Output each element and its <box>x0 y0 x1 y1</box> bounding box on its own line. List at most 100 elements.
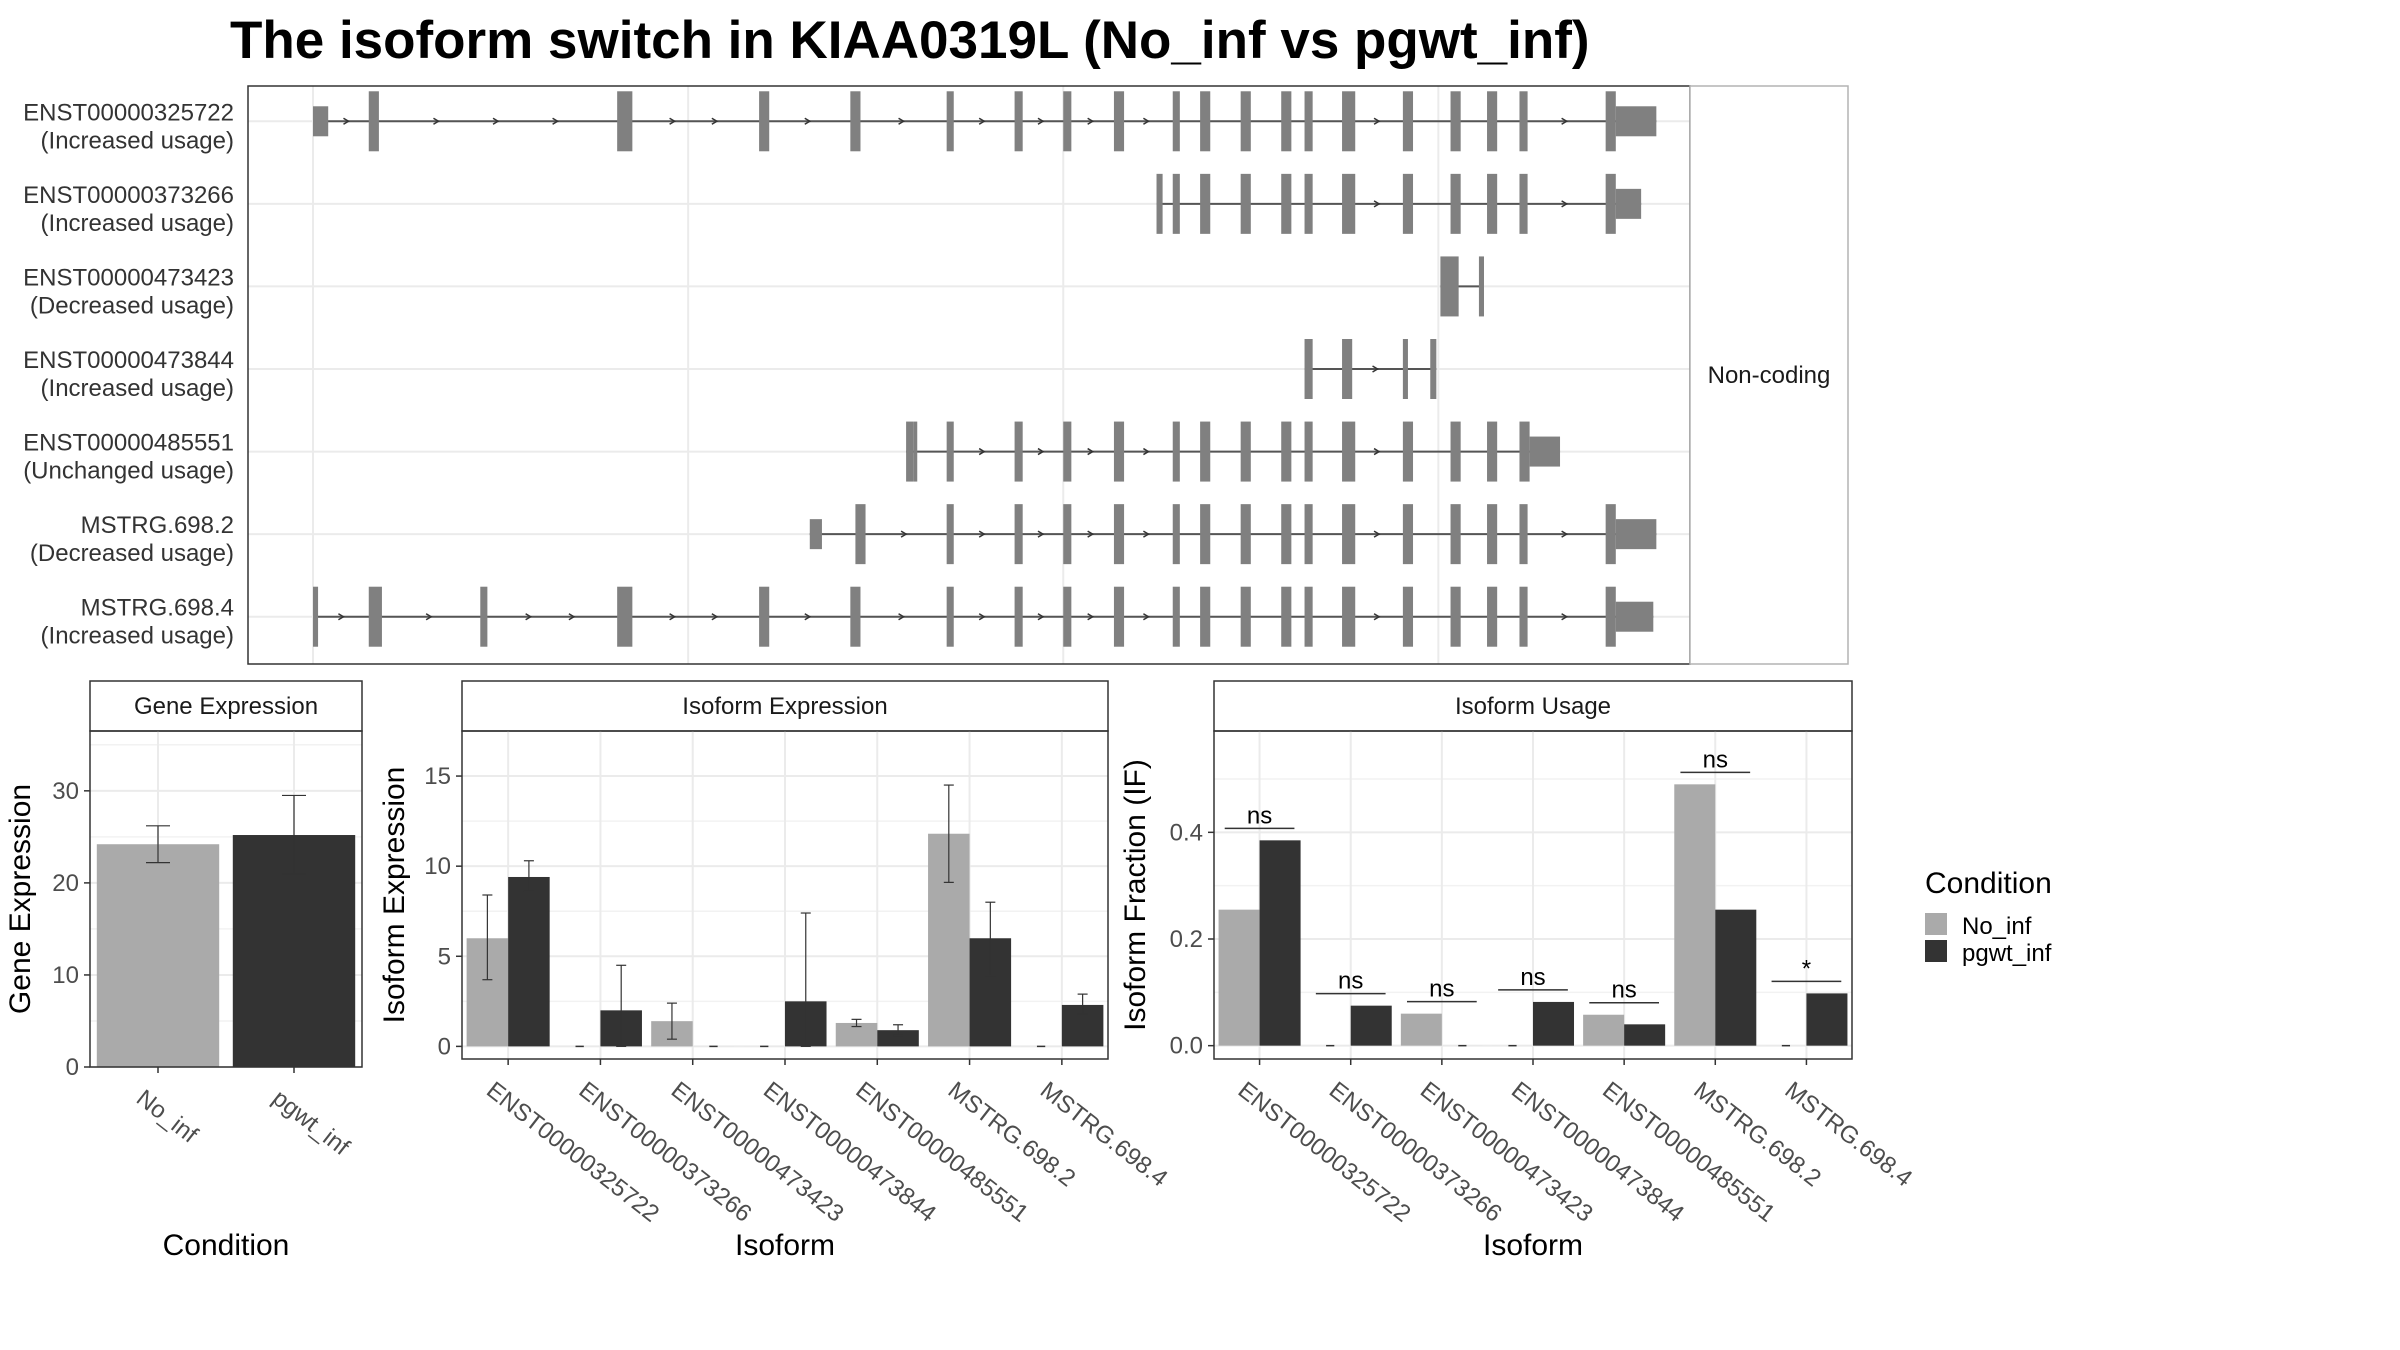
exon-block <box>1342 339 1353 399</box>
exon-block <box>1113 421 1125 482</box>
strand-arrow <box>492 117 500 125</box>
exon-block <box>1487 421 1498 482</box>
x-axis-title: Isoform <box>735 1229 835 1262</box>
exon-block <box>1615 188 1642 219</box>
significance-label: ns <box>1611 977 1636 1004</box>
y-tick-label: 0.2 <box>1170 926 1203 953</box>
exon-block <box>1063 586 1072 647</box>
exon-block <box>1200 173 1211 234</box>
strand-arrow <box>1373 117 1381 125</box>
transcript-usage-label: (Increased usage) <box>41 623 234 650</box>
panel-strip <box>461 680 1109 732</box>
strand-arrow <box>433 117 440 125</box>
exon-block <box>1281 586 1292 647</box>
exon-block <box>1014 586 1023 647</box>
exon-block <box>759 586 770 647</box>
transcript-usage-label: (Increased usage) <box>41 210 234 237</box>
exon-block <box>1281 421 1292 482</box>
strand-arrow <box>1561 200 1569 208</box>
significance-label: * <box>1802 955 1811 982</box>
strand-arrow <box>804 613 812 621</box>
transcript-tracks <box>313 91 1657 647</box>
bar <box>1715 909 1757 1046</box>
exon-block <box>1487 504 1498 565</box>
exon-block <box>1605 586 1616 647</box>
exon-block <box>1519 91 1528 152</box>
exon-block <box>480 586 488 647</box>
exon-block <box>1402 421 1414 482</box>
exon-block <box>1615 519 1657 550</box>
exon-block <box>1113 504 1125 565</box>
transcript-track <box>313 586 1654 647</box>
panel-strip-label: Isoform Expression <box>682 693 887 720</box>
legend-label-no-inf: No_inf <box>1962 913 2032 940</box>
strand-arrow <box>1143 613 1150 621</box>
y-tick-label: 10 <box>424 853 451 880</box>
y-axis-title: Isoform Expression <box>378 767 411 1024</box>
strand-arrow <box>1087 613 1095 621</box>
exon-block <box>1440 256 1459 317</box>
exon-block <box>1430 339 1437 399</box>
legend-swatch-no-inf <box>1925 913 1947 935</box>
exon-block <box>1200 421 1211 482</box>
exon-block <box>1342 173 1356 234</box>
y-tick-label: 30 <box>52 778 79 805</box>
exon-block <box>313 586 319 647</box>
strand-arrow <box>804 117 812 125</box>
exon-block <box>1450 586 1461 647</box>
strand-arrow <box>338 613 345 621</box>
significance-label: ns <box>1247 802 1272 829</box>
exon-block <box>1605 91 1616 152</box>
exon-block <box>1014 91 1023 152</box>
exon-block <box>1304 586 1313 647</box>
transcript-usage-label: (Decreased usage) <box>30 292 234 319</box>
exon-block <box>1063 421 1072 482</box>
exon-block <box>1240 504 1251 565</box>
y-tick-label: 0 <box>438 1033 451 1060</box>
strand-arrow <box>1373 530 1381 538</box>
exon-block <box>1281 504 1292 565</box>
transcript-track <box>1156 173 1642 234</box>
exon-block <box>1402 504 1414 565</box>
strand-arrow <box>978 530 986 538</box>
x-tick-label: ENST00000373266 <box>574 1077 757 1228</box>
legend-swatch-pgwt-inf <box>1925 940 1947 962</box>
strand-arrow <box>1143 530 1150 538</box>
exon-block <box>1172 586 1180 647</box>
bar <box>1806 993 1848 1046</box>
y-tick-label: 15 <box>424 763 451 790</box>
strand-arrow <box>425 613 433 621</box>
exon-block <box>1113 91 1125 152</box>
exon-block <box>1113 586 1125 647</box>
strand-arrow <box>1561 530 1569 538</box>
exon-block <box>1172 421 1180 482</box>
exon-block <box>1605 173 1616 234</box>
exon-block <box>1615 601 1654 632</box>
exon-block <box>1519 421 1530 482</box>
bar <box>1400 1013 1442 1046</box>
non-coding-facet-label: Non-coding <box>1708 362 1831 389</box>
exon-block <box>1342 504 1356 565</box>
exon-block <box>1450 421 1461 482</box>
exon-block <box>1281 91 1292 152</box>
strand-arrow <box>1143 117 1150 125</box>
bar <box>835 1022 878 1047</box>
transcript-id-label: ENST00000473844 <box>23 347 234 374</box>
exon-block <box>913 421 918 482</box>
exon-block <box>1304 91 1313 152</box>
exon-block <box>1014 504 1023 565</box>
bar <box>1624 1024 1666 1046</box>
x-tick-label: ENST00000325722 <box>481 1077 664 1228</box>
isoform-expression-panel: Isoform Expression051015ENST00000325722E… <box>378 680 1173 1262</box>
structure-panel-background <box>248 86 1690 664</box>
transcript-id-label: ENST00000473423 <box>23 264 234 291</box>
strand-arrow <box>1087 117 1095 125</box>
strand-arrow <box>669 613 677 621</box>
exon-block <box>946 91 954 152</box>
condition-legend: Condition No_inf pgwt_inf <box>1925 867 2052 967</box>
bar <box>1259 840 1301 1046</box>
exon-block <box>809 519 822 550</box>
exon-block <box>946 586 954 647</box>
exon-block <box>617 91 633 152</box>
